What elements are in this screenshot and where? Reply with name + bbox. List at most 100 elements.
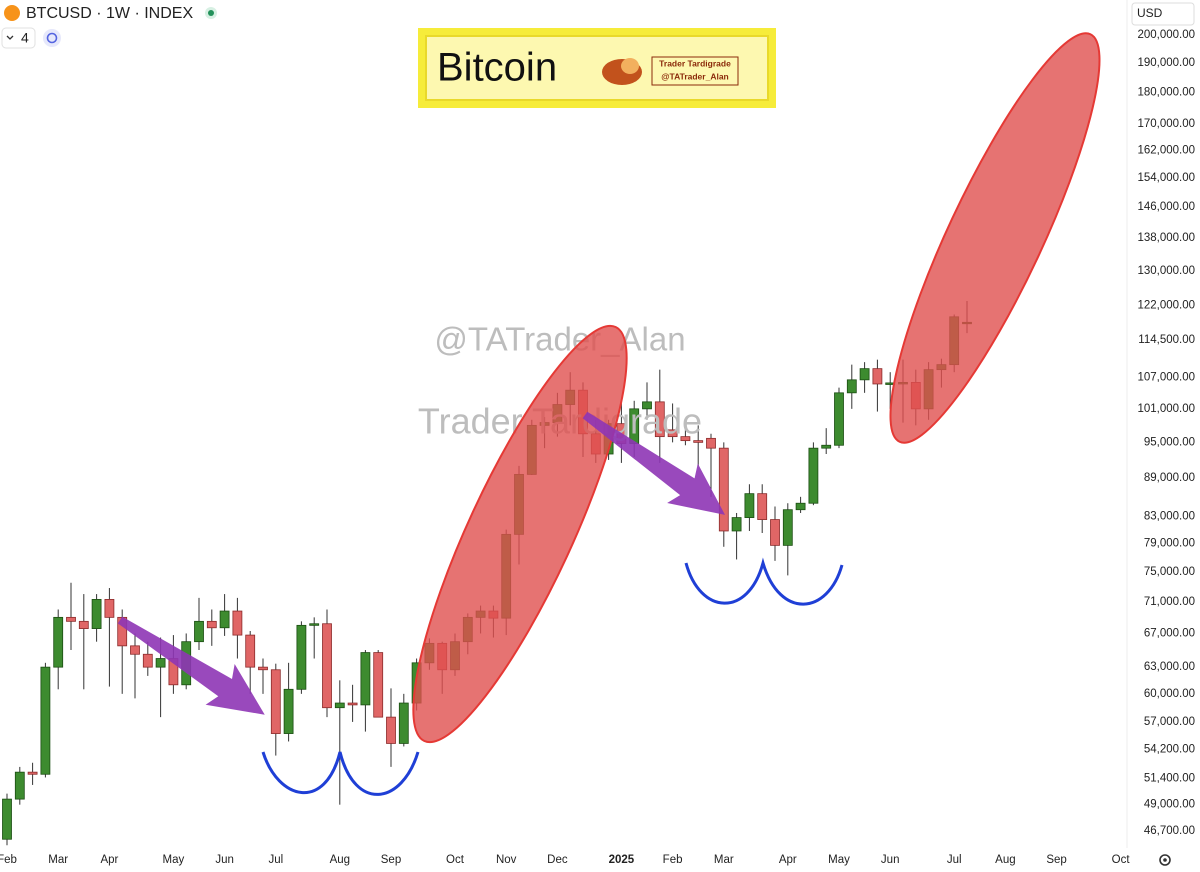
settings-icon[interactable] [1159, 854, 1171, 866]
logo-handle: @TATrader_Alan [661, 71, 729, 81]
refresh-icon [46, 32, 58, 44]
x-tick-label: Aug [995, 854, 1015, 866]
x-tick-label: Sep [1046, 854, 1066, 866]
y-tick-label: 67,000.00 [1144, 627, 1195, 639]
y-tick-label: 107,000.00 [1137, 371, 1195, 383]
y-tick-label: 49,000.00 [1144, 799, 1195, 811]
y-tick-label: 75,000.00 [1144, 566, 1195, 578]
x-tick-label: Apr [779, 854, 797, 866]
banner: Bitcoin Trader Tardigrade @TATrader_Alan [418, 28, 776, 108]
x-tick-label: Dec [547, 854, 568, 866]
candle-body [142, 653, 153, 668]
candle-body [718, 447, 729, 532]
candle-body [386, 716, 396, 744]
currency-box[interactable] [1131, 2, 1195, 26]
y-tick-label: 114,500.00 [1138, 334, 1195, 346]
symbol-icon [4, 5, 20, 21]
y-tick-label: 71,000.00 [1144, 596, 1195, 608]
candle-body [283, 688, 294, 734]
y-tick-label: 122,000.00 [1137, 300, 1195, 312]
axis-labels: 200,000.00 190,000.00 180,000.00 170,000.00… [0, 29, 1195, 866]
y-tick-label: 170,000.00 [1137, 118, 1195, 130]
candle-body [322, 623, 332, 709]
candle-body [360, 652, 371, 706]
y-tick-label: 57,000.00 [1144, 716, 1195, 728]
x-tick-label: Feb [663, 854, 683, 866]
arrow [117, 616, 265, 715]
refresh-icon[interactable] [43, 29, 61, 47]
y-tick-label: 130,000.00 [1137, 265, 1195, 277]
candle-body [296, 624, 307, 690]
banner-title: Bitcoin [437, 46, 557, 90]
candle-body [706, 437, 716, 449]
currency[interactable]: USD [1137, 6, 1163, 20]
x-tick-label: Mar [714, 854, 734, 866]
candle-body [808, 447, 819, 504]
pattern-curve [261, 751, 420, 796]
y-tick-label: 83,000.00 [1144, 510, 1195, 522]
candle-body [27, 771, 38, 775]
x-tick-label: May [828, 854, 850, 866]
candle-body [757, 493, 768, 520]
candle-body [40, 666, 51, 775]
logo-icon [621, 58, 639, 74]
x-tick-label: May [163, 854, 185, 866]
price-axis [1127, 0, 1200, 872]
y-tick-label: 180,000.00 [1137, 87, 1195, 99]
candle-body [872, 368, 883, 385]
y-tick-label: 200,000.00 [1137, 29, 1195, 41]
candle-body [206, 620, 217, 629]
x-tick-label: Oct [1112, 854, 1131, 866]
candle-body [2, 798, 12, 840]
x-tick-label: Jul [268, 854, 283, 866]
candle-body [104, 599, 115, 618]
chart-title: BTCUSD · 1W · INDEX [26, 5, 193, 22]
y-tick-label: 46,700.00 [1144, 825, 1195, 837]
candle-body [834, 392, 844, 446]
banner-inner [425, 35, 769, 101]
candle-body [258, 666, 268, 671]
candle-body [194, 620, 204, 643]
x-tick-label: Mar [48, 854, 68, 866]
candle-body [14, 771, 25, 800]
arrow [582, 411, 726, 515]
x-tick-label: Jul [947, 854, 962, 866]
x-tick-label: Aug [330, 854, 350, 866]
candle-body [744, 493, 755, 518]
indicator-count[interactable]: 4 [21, 30, 29, 46]
candle-body [91, 599, 102, 629]
highlight-ellipse [412, 324, 628, 744]
x-tick-label: Oct [446, 854, 465, 866]
candle-body [846, 379, 857, 394]
y-tick-label: 138,000.00 [1137, 232, 1195, 244]
x-tick-label: Nov [496, 854, 517, 866]
y-tick-label: 190,000.00 [1137, 57, 1195, 69]
candle-body [642, 401, 652, 410]
x-tick-label: Apr [100, 854, 118, 866]
candle-body [770, 519, 780, 546]
pattern-curve [684, 557, 844, 606]
candle-body [232, 610, 243, 636]
candle-body [130, 645, 140, 655]
y-tick-label: 51,400.00 [1144, 773, 1195, 785]
indicator-toggle[interactable] [1, 27, 36, 49]
y-tick-label: 63,000.00 [1144, 661, 1195, 673]
y-tick-label: 154,000.00 [1137, 172, 1195, 184]
candle-body [680, 436, 691, 442]
candle-body [782, 509, 793, 546]
chevron [6, 35, 14, 40]
highlight-ellipse [889, 32, 1101, 444]
y-tick-label: 101,000.00 [1137, 403, 1195, 415]
candle-body [654, 401, 665, 438]
candle-body [795, 502, 806, 511]
candle-body [859, 368, 870, 381]
x-tick-label: Jun [881, 854, 900, 866]
candle-body [334, 702, 345, 709]
candle-body [667, 429, 678, 438]
candle-body [219, 610, 230, 629]
logo-name: Trader Tardigrade [659, 58, 731, 68]
candle-body [821, 444, 832, 449]
candle-body [155, 658, 166, 668]
x-tick-label: Jun [215, 854, 234, 866]
